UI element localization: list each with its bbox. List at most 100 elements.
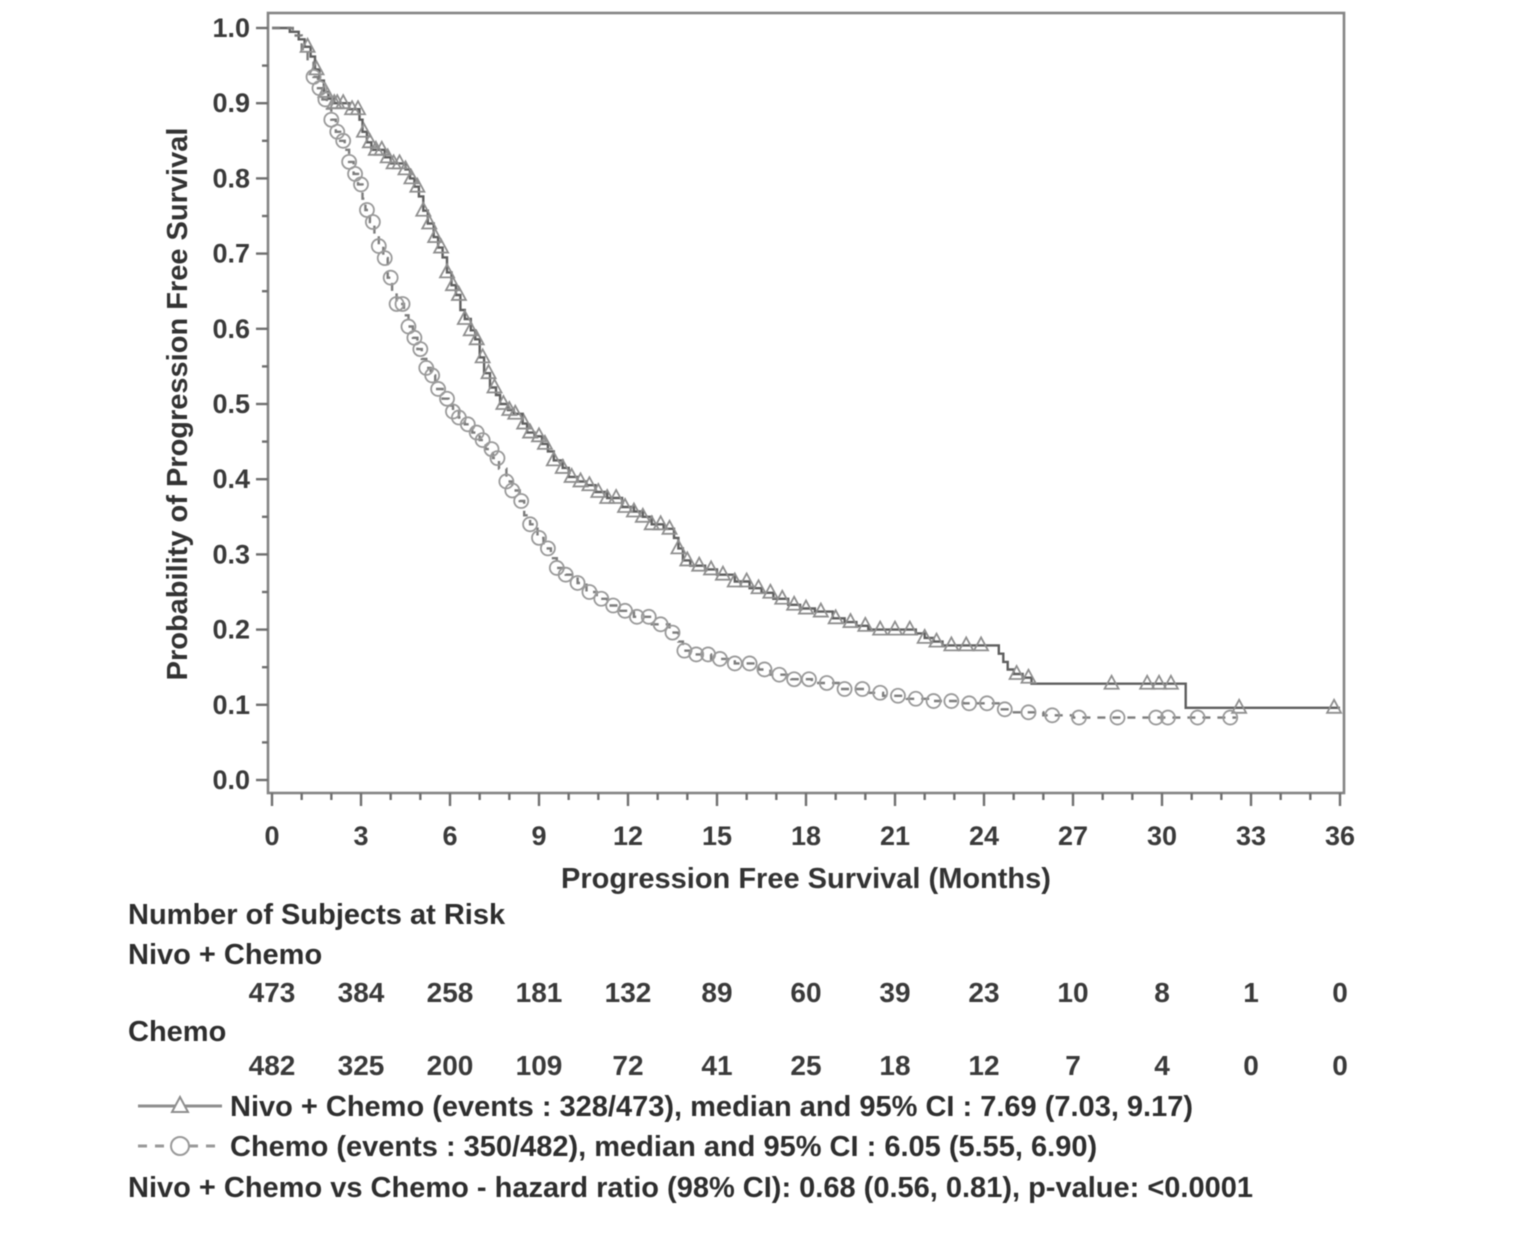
- risk-count: 60: [790, 977, 821, 1008]
- survival-curves: [272, 26, 1340, 719]
- risk-count: 89: [701, 977, 732, 1008]
- risk-count: 0: [1332, 1050, 1348, 1081]
- censor-triangle-marker: [521, 422, 539, 439]
- risk-count: 72: [612, 1050, 643, 1081]
- censor-triangle-marker: [494, 394, 512, 410]
- censor-triangle-marker: [536, 433, 554, 450]
- censor-triangle-marker: [714, 564, 732, 581]
- censor-circle-marker: [353, 176, 369, 193]
- censor-circle-marker: [1160, 709, 1176, 726]
- x-tick-label: 15: [702, 821, 732, 851]
- censor-triangle-marker: [391, 153, 409, 170]
- censor-triangle-marker: [563, 467, 581, 483]
- censor-triangle-marker: [316, 82, 334, 98]
- risk-table-title: Number of Subjects at Risk: [128, 899, 506, 931]
- censor-triangle-marker: [942, 635, 960, 652]
- censor-triangle-marker: [444, 275, 462, 292]
- y-tick-label: 1.0: [212, 13, 250, 43]
- risk-count: 18: [879, 1050, 910, 1081]
- censor-triangle-marker: [432, 237, 450, 254]
- risk-count: 8: [1154, 977, 1170, 1008]
- censor-circle-marker: [531, 529, 547, 546]
- x-tick-label: 3: [353, 821, 368, 851]
- censor-triangle-marker: [797, 598, 815, 615]
- risk-count: 12: [968, 1050, 999, 1081]
- censor-triangle-marker: [1019, 667, 1038, 684]
- censor-triangle-marker: [856, 615, 874, 632]
- x-axis-ticks: [270, 793, 1342, 806]
- censor-circle-marker: [522, 516, 538, 533]
- censor-circle-marker: [664, 624, 681, 641]
- censor-triangle-marker: [928, 631, 946, 648]
- x-tick-label: 12: [613, 821, 643, 851]
- censor-triangle-marker: [307, 59, 326, 76]
- censor-triangle-marker: [773, 588, 791, 605]
- y-tick-label: 0.2: [212, 615, 250, 645]
- censor-triangle-marker: [841, 612, 860, 628]
- censor-circle-marker: [382, 269, 399, 286]
- censor-marks: [299, 36, 1343, 726]
- censor-circle-marker: [412, 341, 429, 358]
- censor-circle-marker: [996, 701, 1013, 718]
- y-tick-label: 0.3: [212, 539, 250, 569]
- censor-triangle-marker: [589, 482, 607, 498]
- censor-triangle-marker: [408, 176, 426, 193]
- censor-circle-marker: [513, 493, 530, 509]
- plot-frame: [266, 11, 1346, 795]
- censor-circle-marker: [474, 432, 491, 448]
- hazard-ratio-footnote: Nivo + Chemo vs Chemo - hazard ratio (98…: [128, 1172, 1253, 1204]
- legend-label-chemo: Chemo (events : 350/482), median and 95%…: [230, 1131, 1097, 1163]
- censor-triangle-marker: [349, 99, 367, 116]
- chemo-curve: [272, 26, 1237, 719]
- censor-circle-marker: [741, 655, 758, 672]
- risk-count: 473: [249, 977, 296, 1008]
- x-tick-label: 27: [1058, 821, 1088, 851]
- risk-count: 10: [1057, 977, 1088, 1008]
- censor-triangle-marker: [916, 627, 934, 644]
- censor-triangle-marker: [761, 582, 779, 599]
- y-tick-label: 0.9: [212, 88, 250, 118]
- censor-triangle-marker: [396, 159, 415, 176]
- censor-triangle-marker: [702, 559, 720, 576]
- censor-circle-marker: [756, 661, 773, 678]
- risk-group-label-nivo-chemo: Nivo + Chemo: [128, 939, 322, 971]
- censor-triangle-marker: [468, 329, 486, 346]
- censor-triangle-marker: [607, 488, 625, 504]
- censor-circle-marker: [854, 681, 871, 697]
- censor-circle-marker: [581, 584, 598, 600]
- censor-triangle-marker: [1103, 673, 1121, 690]
- x-tick-label: 0: [264, 821, 279, 851]
- censor-circle-marker: [907, 690, 924, 707]
- censor-triangle-marker: [726, 571, 744, 588]
- censor-triangle-marker: [485, 377, 504, 394]
- legend-circle-icon: [170, 1136, 190, 1156]
- censor-triangle-marker: [750, 578, 768, 595]
- risk-count: 384: [338, 977, 385, 1008]
- censor-circle-marker: [394, 296, 411, 312]
- censor-circle-marker: [364, 214, 381, 230]
- censor-triangle-marker: [379, 147, 397, 164]
- censor-circle-marker: [424, 367, 441, 384]
- censor-circle-marker: [335, 132, 352, 149]
- censor-circle-marker: [376, 250, 393, 267]
- censor-triangle-marker: [634, 506, 652, 523]
- censor-circle-marker: [430, 381, 447, 397]
- y-tick-label: 0.1: [212, 690, 250, 720]
- censor-circle-marker: [1189, 709, 1206, 726]
- x-tick-label: 18: [791, 821, 821, 851]
- censor-circle-marker: [569, 575, 586, 591]
- censor-triangle-marker: [506, 403, 524, 420]
- censor-triangle-marker: [827, 608, 845, 625]
- censor-triangle-marker: [661, 518, 679, 535]
- censor-circle-marker: [540, 540, 556, 557]
- risk-count: 4: [1154, 1050, 1170, 1081]
- risk-count: 25: [790, 1050, 821, 1081]
- censor-triangle-marker: [474, 347, 492, 364]
- censor-triangle-marker: [812, 601, 830, 618]
- censor-circle-marker: [771, 666, 788, 683]
- censor-triangle-marker: [1230, 697, 1248, 714]
- censor-triangle-marker: [580, 475, 598, 492]
- risk-count: 482: [249, 1050, 296, 1081]
